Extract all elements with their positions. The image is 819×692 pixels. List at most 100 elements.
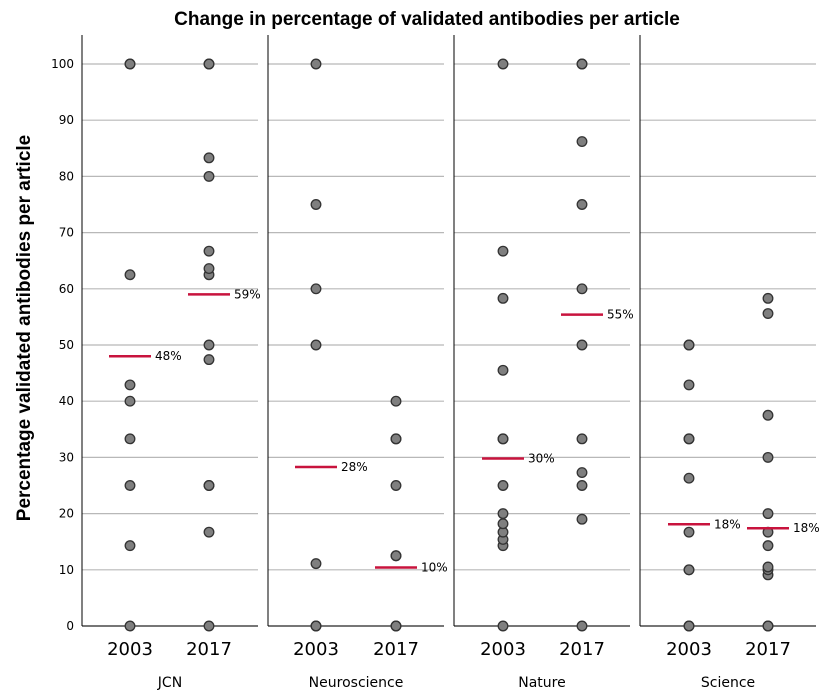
panel-neuroscience: 2003 2017 Neuroscience 28% 10% [267, 35, 448, 691]
y-tick-label: 10 [59, 563, 74, 577]
mean-label: 55% [607, 308, 634, 322]
x-tick-label: 2017 [186, 639, 232, 660]
data-point [203, 354, 215, 366]
data-point [390, 550, 402, 562]
y-tick-label: 20 [59, 507, 74, 521]
data-point [497, 292, 509, 304]
data-point [497, 364, 509, 376]
mean-label: 28% [341, 460, 368, 474]
chart-title: Change in percentage of validated antibo… [174, 9, 680, 30]
data-point [203, 620, 215, 632]
mean-label: 18% [793, 521, 819, 535]
mean-label: 10% [421, 561, 448, 575]
data-point [576, 467, 588, 479]
data-point [762, 451, 774, 463]
data-point [310, 620, 322, 632]
data-point [762, 292, 774, 304]
data-point [683, 472, 695, 484]
data-point [310, 558, 322, 570]
y-tick-label: 90 [59, 113, 74, 127]
data-point [683, 433, 695, 445]
x-tick-label: 2003 [107, 639, 153, 660]
mean-label: 18% [714, 517, 741, 531]
data-point [124, 433, 136, 445]
data-point [497, 58, 509, 70]
x-tick-label: 2017 [745, 639, 791, 660]
data-point [683, 379, 695, 391]
panel-label: JCN [157, 675, 182, 691]
data-point [124, 58, 136, 70]
data-point [576, 433, 588, 445]
x-tick-label: 2017 [559, 639, 605, 660]
data-point [124, 540, 136, 552]
data-point [576, 58, 588, 70]
x-tick-label: 2003 [666, 639, 712, 660]
x-tick-label: 2003 [480, 639, 526, 660]
data-point [762, 561, 774, 573]
data-point [497, 480, 509, 491]
y-tick-label: 0 [66, 619, 74, 633]
data-point [310, 339, 322, 351]
data-point [683, 564, 695, 576]
data-point [683, 526, 695, 538]
data-point [762, 308, 774, 319]
data-point [497, 245, 509, 257]
data-point [124, 379, 136, 391]
data-point [576, 480, 588, 491]
data-point [576, 620, 588, 632]
data-point [310, 199, 322, 210]
data-point [497, 508, 509, 520]
panel-nature: 2003 2017 Nature 30% 55% [453, 35, 634, 691]
y-tick-label: 100 [51, 57, 74, 71]
data-point [203, 152, 215, 164]
y-axis-label: Percentage validated antibodies per arti… [14, 135, 35, 521]
panel-label: Science [701, 675, 755, 691]
panel-label: Nature [518, 675, 565, 691]
data-point [576, 513, 588, 525]
data-point [576, 199, 588, 210]
data-point [203, 170, 215, 182]
mean-label: 48% [155, 349, 182, 363]
data-point [762, 409, 774, 421]
data-point [203, 58, 215, 70]
data-point [683, 620, 695, 632]
data-point [762, 620, 774, 632]
data-point [683, 339, 695, 351]
data-point [390, 620, 402, 632]
data-point [497, 620, 509, 632]
data-point [203, 480, 215, 491]
data-point [497, 433, 509, 445]
data-point [390, 395, 402, 407]
panel-label: Neuroscience [309, 675, 404, 691]
data-point [576, 136, 588, 148]
data-point [203, 339, 215, 351]
data-point [124, 269, 136, 281]
data-point [203, 245, 215, 257]
y-tick-label: 80 [59, 169, 74, 183]
x-tick-label: 2003 [293, 639, 339, 660]
data-point [124, 480, 136, 491]
mean-label: 59% [234, 287, 261, 301]
y-tick-label: 70 [59, 226, 74, 240]
data-point [762, 540, 774, 552]
data-point [762, 508, 774, 520]
data-point [497, 518, 509, 530]
x-tick-label: 2017 [373, 639, 419, 660]
data-point [390, 433, 402, 445]
data-point [203, 526, 215, 538]
data-point [310, 283, 322, 295]
data-point [124, 395, 136, 407]
y-tick-label: 50 [59, 338, 74, 352]
y-tick-label: 60 [59, 282, 74, 296]
y-tick-label: 30 [59, 450, 74, 464]
data-point [203, 263, 215, 275]
data-point [576, 339, 588, 351]
y-tick-label: 40 [59, 394, 74, 408]
panel-science: 2003 2017 Science 18% 18% [639, 35, 819, 691]
mean-label: 30% [528, 452, 555, 466]
data-point [124, 620, 136, 632]
